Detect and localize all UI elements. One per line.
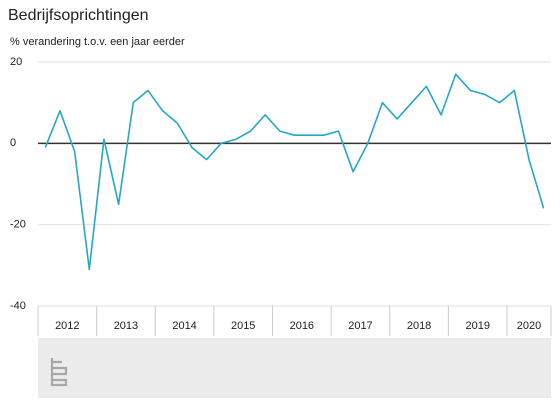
x-tick-label: 2014 — [172, 320, 196, 332]
y-tick-label: 0 — [10, 137, 16, 149]
y-tick-label: 20 — [10, 56, 22, 68]
y-tick-label: -20 — [10, 219, 26, 231]
x-tick-label: 2016 — [290, 320, 314, 332]
y-tick-label: -40 — [10, 300, 26, 312]
logo — [50, 358, 68, 387]
x-tick-label: 2018 — [407, 320, 431, 332]
x-tick-label: 2017 — [348, 320, 372, 332]
x-tick-label: 2013 — [114, 320, 138, 332]
x-tick-label: 2012 — [55, 320, 79, 332]
line-series — [44, 73, 545, 271]
chart-title: Bedrijfsoprichtingen — [8, 7, 149, 24]
footer — [38, 338, 551, 398]
chart-subtitle: % verandering t.o.v. een jaar eerder — [10, 36, 185, 48]
x-tick-label: 2020 — [517, 320, 541, 332]
x-tick-label: 2015 — [231, 320, 255, 332]
x-tick-label: 2019 — [465, 320, 489, 332]
